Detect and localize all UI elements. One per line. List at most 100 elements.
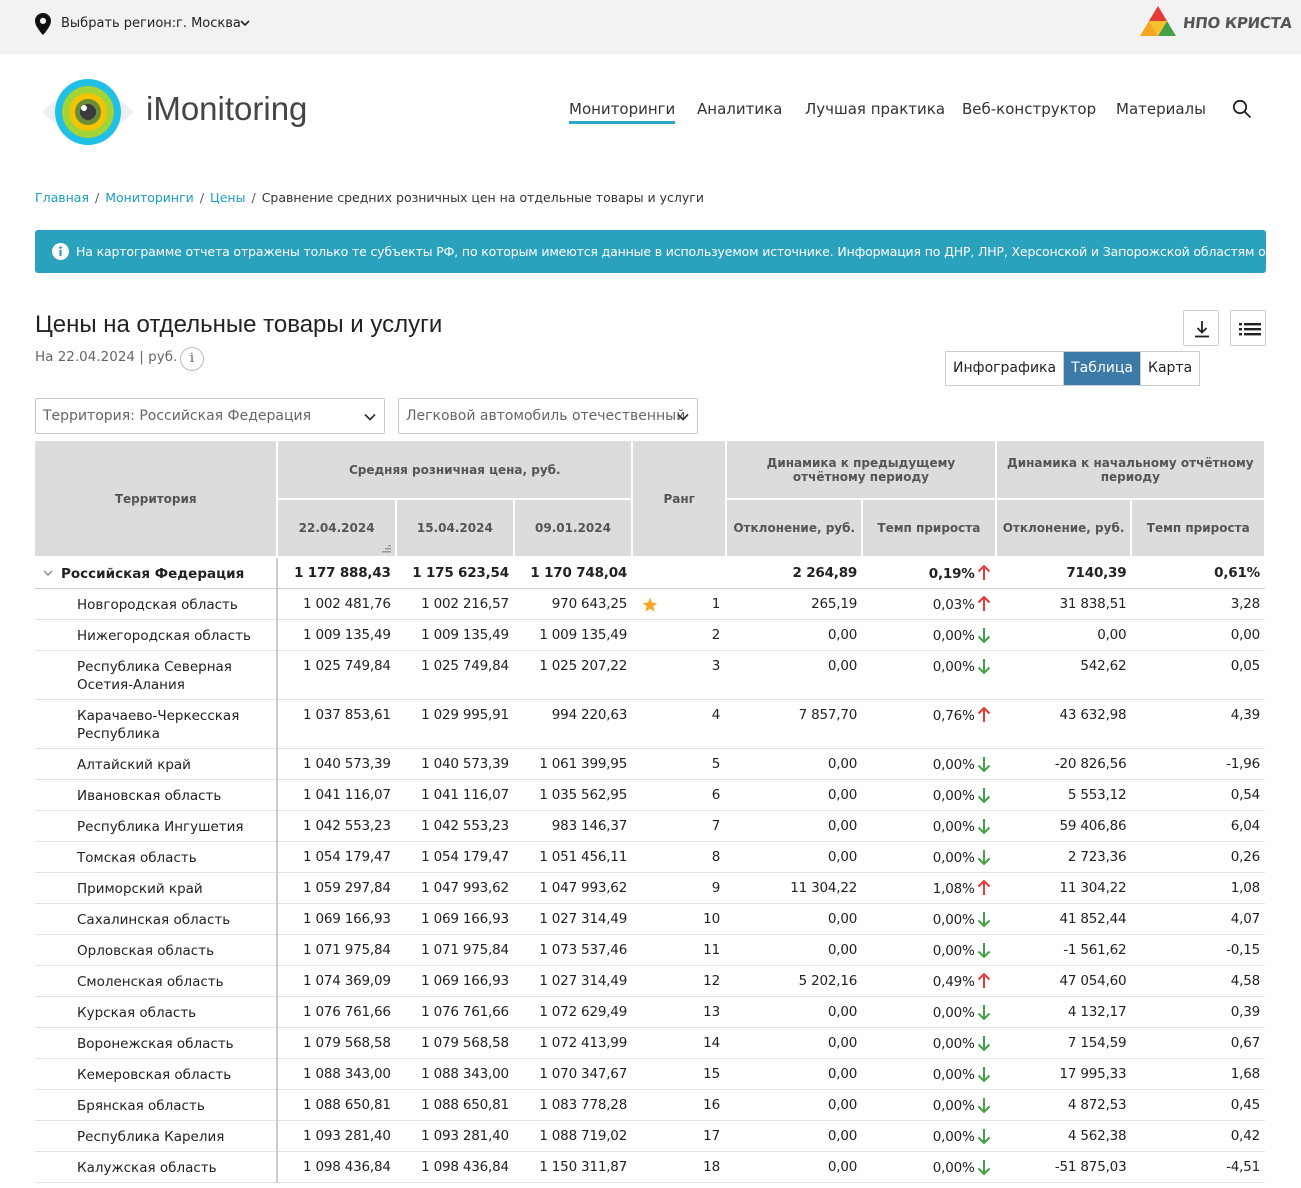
deviation-start: 47 054,60 <box>995 965 1132 997</box>
brand-name[interactable]: iMonitoring <box>146 90 308 127</box>
download-button[interactable] <box>1183 310 1219 346</box>
growth-prev: 0,19% <box>862 557 996 589</box>
rank-value: 12 <box>703 972 721 989</box>
price-date-1: 1 042 553,23 <box>277 810 396 842</box>
growth-prev-value: 0,00% <box>932 1097 975 1114</box>
search-icon[interactable] <box>1232 99 1252 119</box>
product-select-value: Легковой автомобиль отечественный <box>406 408 686 424</box>
col-header-date-2[interactable]: 15.04.2024 <box>395 499 515 558</box>
growth-start-value: 0,45 <box>1230 1096 1260 1113</box>
deviation-start: 41 852,44 <box>995 903 1132 935</box>
table-row[interactable]: Кемеровская область 1 088 343,00 1 088 343… <box>35 1058 1265 1090</box>
arrow-down-icon <box>977 1097 990 1113</box>
price-date-3: 970 643,25 <box>513 588 633 620</box>
table-row[interactable]: Калужская область 1 098 436,84 1 098 436,8… <box>35 1151 1265 1183</box>
table-row[interactable]: Приморский край 1 059 297,84 1 047 993,62 1… <box>35 872 1265 904</box>
deviation-prev-value: 0,00 <box>827 1003 858 1020</box>
deviation-prev: 0,00 <box>726 619 863 651</box>
rank-value: 13 <box>703 1003 721 1020</box>
table-row[interactable]: Орловская область 1 071 975,84 1 071 975,8… <box>35 934 1265 966</box>
star-icon <box>642 597 658 611</box>
territory-name: Республика Карелия <box>77 1128 225 1145</box>
breadcrumb-home[interactable]: Главная <box>35 190 89 205</box>
breadcrumb-monitorings[interactable]: Мониторинги <box>105 190 194 205</box>
price-date-1: 1 074 369,09 <box>277 965 396 997</box>
deviation-prev-value: 0,00 <box>827 1158 858 1175</box>
price-date-1-value: 1 088 343,00 <box>302 1065 391 1082</box>
table-row[interactable]: Карачаево-Черкесская Республика 1 037 853… <box>35 699 1265 749</box>
col-header-rank[interactable]: Ранг <box>632 441 728 558</box>
deviation-prev: 0,00 <box>726 779 863 811</box>
krista-logo-text: НПО КРИСТА <box>1182 14 1293 32</box>
col-header-growth-start[interactable]: Темп прироста <box>1131 499 1266 558</box>
growth-prev-value: 0,49% <box>932 973 975 990</box>
territory-select[interactable]: Территория: Российская Федерация <box>35 398 385 434</box>
product-select[interactable]: Легковой автомобиль отечественный <box>398 398 698 434</box>
krista-logo-icon[interactable] <box>1140 4 1176 37</box>
chevron-down-icon[interactable] <box>239 17 251 29</box>
nav-materials[interactable]: Материалы <box>1116 100 1206 118</box>
price-date-3-value: 994 220,63 <box>551 706 628 723</box>
breadcrumb-prices[interactable]: Цены <box>210 190 246 205</box>
territory-cell: Российская Федерация <box>35 557 279 589</box>
table-row[interactable]: Брянская область 1 088 650,81 1 088 650,81… <box>35 1089 1265 1121</box>
price-date-1-value: 1 009 135,49 <box>302 626 391 643</box>
tab-infographic[interactable]: Инфографика <box>946 352 1065 385</box>
growth-prev: 0,76% <box>862 699 996 749</box>
table-row[interactable]: Томская область 1 054 179,47 1 054 179,47 1… <box>35 841 1265 873</box>
data-table-container[interactable]: Территория Средняя розничная цена, руб. … <box>35 441 1266 1188</box>
table-row-total[interactable]: Российская Федерация 1 177 888,43 1 175 62… <box>35 557 1265 589</box>
growth-start: 6,04 <box>1131 810 1265 842</box>
rank-cell: 5 <box>632 748 727 780</box>
chevron-down-icon[interactable] <box>43 568 53 578</box>
deviation-prev-value: 265,19 <box>811 595 858 612</box>
deviation-prev-value: 5 202,16 <box>798 972 858 989</box>
table-row[interactable]: Республика Ингушетия 1 042 553,23 1 042 55… <box>35 810 1265 842</box>
col-header-date-3[interactable]: 09.01.2024 <box>513 499 634 558</box>
table-row[interactable]: Республика Карелия 1 093 281,40 1 093 281,… <box>35 1120 1265 1152</box>
col-header-date-1[interactable]: 22.04.2024 <box>277 499 397 558</box>
table-row[interactable]: Смоленская область 1 074 369,09 1 069 166,… <box>35 965 1265 997</box>
breadcrumb: Главная / Мониторинги / Цены / Сравнение средн… <box>35 190 704 205</box>
price-date-1-value: 1 088 650,81 <box>302 1096 391 1113</box>
territory-name: Брянская область <box>77 1097 205 1114</box>
rank-cell: 8 <box>632 841 727 873</box>
growth-prev: 0,00% <box>862 650 996 700</box>
chevron-down-icon <box>677 413 689 421</box>
deviation-start-value: 7 154,59 <box>1067 1034 1127 1051</box>
table-row[interactable]: Курская область 1 076 761,66 1 076 761,66 1… <box>35 996 1265 1028</box>
table-row[interactable]: Сахалинская область 1 069 166,93 1 069 166… <box>35 903 1265 935</box>
deviation-prev: 0,00 <box>726 1120 863 1152</box>
table-row[interactable]: Нижегородская область 1 009 135,49 1 009 1… <box>35 619 1265 651</box>
menu-list-button[interactable] <box>1230 310 1266 346</box>
nav-analytics[interactable]: Аналитика <box>697 100 783 118</box>
table-row[interactable]: Новгородская область 1 002 481,76 1 002 21… <box>35 588 1265 620</box>
tab-map[interactable]: Карта <box>1148 360 1193 376</box>
nav-web-constructor[interactable]: Веб-конструктор <box>962 100 1097 118</box>
info-button[interactable]: i <box>180 347 204 371</box>
price-date-1: 1 079 568,58 <box>277 1027 396 1059</box>
tab-table[interactable]: Таблица <box>1064 352 1142 385</box>
nav-best-practice[interactable]: Лучшая практика <box>805 100 946 118</box>
price-date-1: 1 088 650,81 <box>277 1089 396 1121</box>
imonitoring-logo-icon[interactable] <box>40 74 136 150</box>
nav-monitorings[interactable]: Мониторинги <box>569 100 676 124</box>
table-row[interactable]: Ивановская область 1 041 116,07 1 041 116,… <box>35 779 1265 811</box>
territory-cell: Калужская область <box>35 1151 279 1183</box>
table-row[interactable]: Воронежская область 1 079 568,58 1 079 568… <box>35 1027 1265 1059</box>
growth-start-value: 3,28 <box>1230 595 1260 612</box>
region-selector[interactable]: г. Москва <box>176 16 241 31</box>
col-header-growth-prev[interactable]: Темп прироста <box>862 499 997 558</box>
territory-cell: Ивановская область <box>35 779 279 811</box>
table-row[interactable]: Алтайский край 1 040 573,39 1 040 573,39 1 … <box>35 748 1265 780</box>
price-date-1: 1 069 166,93 <box>277 903 396 935</box>
col-header-territory[interactable]: Территория <box>35 441 279 558</box>
territory-name: Кемеровская область <box>77 1066 232 1083</box>
price-date-1: 1 059 297,84 <box>277 872 396 904</box>
col-header-deviation-prev[interactable]: Отклонение, руб. <box>726 499 864 558</box>
deviation-prev-value: 0,00 <box>827 910 858 927</box>
table-row[interactable]: Республика Северная Осетия-Алания 1 025 7… <box>35 650 1265 700</box>
col-header-deviation-start[interactable]: Отклонение, руб. <box>995 499 1133 558</box>
growth-start-value: 6,04 <box>1230 817 1260 834</box>
territory-name: Воронежская область <box>77 1035 234 1052</box>
